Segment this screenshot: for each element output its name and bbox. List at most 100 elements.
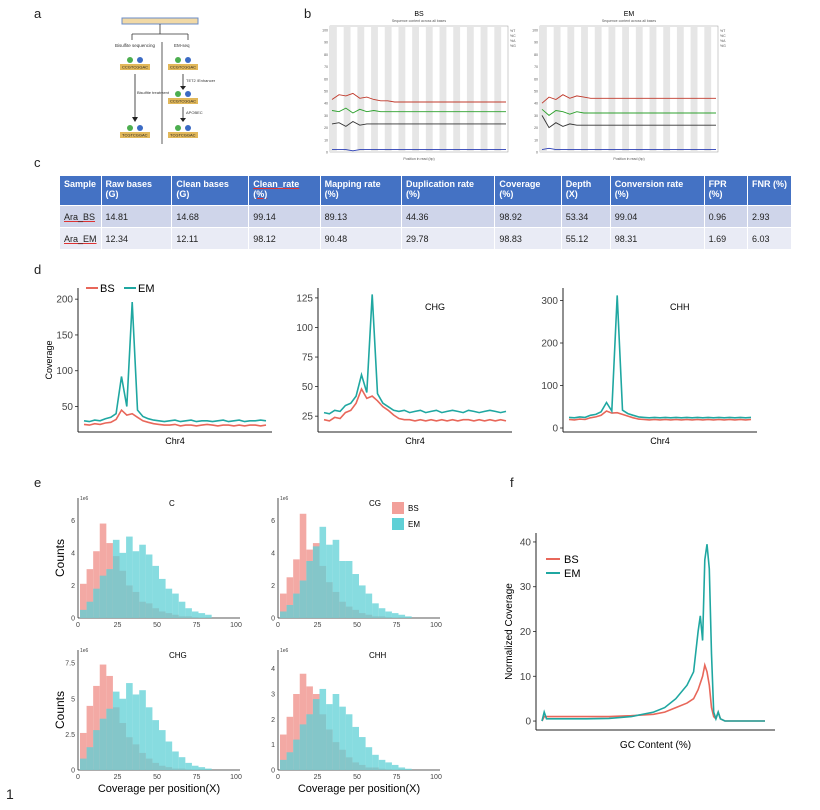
series-line-BS: [568, 410, 752, 421]
x-tick-label: 100: [230, 774, 242, 781]
y-tick-label: 10: [520, 672, 532, 683]
table-header-cell: Coverage (%): [494, 176, 562, 206]
legend-label: BS: [100, 283, 115, 295]
hist-bar-EM: [198, 767, 206, 770]
table-cell: 98.83: [494, 227, 562, 249]
y-tick-label: 2.5: [65, 732, 75, 739]
series-line-black: [331, 120, 506, 127]
y-tick-label: 7.5: [65, 661, 75, 668]
y-tick-label: 30: [534, 114, 538, 118]
hist-bar-EM: [299, 724, 307, 770]
series-line-BS: [83, 408, 267, 427]
table-header-cell: Depth (X): [561, 176, 611, 206]
y-tick-label: 50: [324, 90, 328, 94]
y-tick-label: 10: [324, 138, 328, 142]
hist-bar-BS: [280, 593, 287, 618]
emseq-label: EM-seq: [174, 43, 190, 48]
legend-entry: %C: [510, 34, 516, 38]
x-tick-label: 0: [76, 622, 80, 629]
hist-bar-EM: [312, 699, 320, 770]
x-axis-label: GC Content (%): [620, 740, 691, 751]
legend-entry: %G: [510, 44, 516, 48]
panel-label-d: d: [34, 262, 42, 277]
series-line-red: [541, 94, 716, 104]
hist-bar-EM: [398, 614, 406, 618]
series-line-blue: [541, 147, 716, 151]
y-tick-label: 200: [541, 339, 558, 350]
y-tick-label: 50: [62, 402, 74, 413]
series-line-red: [331, 92, 506, 103]
svg-text:CCGTCGGAC: CCGTCGGAC: [122, 65, 148, 70]
grid-band: [567, 26, 575, 152]
chart-title: BS: [414, 11, 424, 18]
y-tick-label: 2: [271, 583, 275, 590]
hist-bar-BS: [299, 673, 307, 770]
grid-band: [466, 26, 474, 152]
hist-bar-EM: [178, 757, 186, 770]
hist-bar-EM: [145, 707, 153, 770]
table-body: Ara_BS 14.81 14.68 99.14 89.13 44.36 98.92 53.3…: [60, 205, 793, 249]
grid-band: [398, 26, 406, 152]
hist-bar-EM: [93, 730, 100, 770]
hist-bar-EM: [306, 714, 313, 770]
legend-label: EM: [564, 568, 581, 580]
hist-bar-EM: [339, 561, 346, 618]
table-header-cell: Clean bases (G): [171, 176, 250, 206]
hist-bar-EM: [312, 546, 320, 618]
hist-bar-BS: [93, 551, 100, 618]
apobec-step-label: APOBEC: [186, 110, 203, 115]
hist-bar-EM: [378, 608, 386, 618]
chart-title: CG: [369, 499, 381, 508]
exponent-label: 1e6: [280, 648, 289, 654]
svg-text:TCGTCGGAC: TCGTCGGAC: [170, 133, 196, 138]
grid-band: [330, 26, 337, 152]
y-tick-label: 6: [71, 518, 75, 525]
methods-diagram: Bisulfite sequencing EM-seq CCGTCGGAC Bi…: [115, 17, 216, 144]
hist-bar-EM: [339, 706, 346, 770]
hist-bar-EM: [178, 601, 186, 618]
panel-label-f: f: [510, 475, 514, 490]
y-tick-label: 125: [296, 293, 313, 304]
hist-bar-EM: [185, 608, 192, 618]
hist-bar-EM: [198, 613, 206, 618]
x-axis-label: Chr4: [165, 436, 185, 446]
hist-bar-EM: [112, 691, 120, 770]
hist-bar-EM: [293, 739, 300, 770]
hist-bar-BS: [99, 523, 107, 618]
hist-bar-EM: [332, 539, 340, 618]
bisulfite-step-label: Bisulfite treatment: [137, 90, 170, 95]
table-cell: 98.92: [494, 205, 562, 228]
hist-bar-EM: [365, 593, 373, 618]
hist-bar-BS: [86, 705, 94, 770]
hist-bar-EM: [126, 683, 133, 770]
hist-bar-EM: [139, 690, 146, 770]
hist-bar-EM: [106, 569, 113, 618]
legend-entry: %T: [720, 29, 726, 33]
y-tick-label: 40: [534, 102, 538, 106]
hist-bar-BS: [280, 734, 287, 770]
panel-label-a: a: [34, 6, 42, 21]
svg-text:CCGTCGGAC: CCGTCGGAC: [170, 99, 196, 104]
x-tick-label: 75: [193, 622, 201, 629]
table-cell: 53.34: [561, 205, 611, 228]
table-cell: 12.34: [101, 227, 173, 249]
y-tick-label: 5: [71, 696, 75, 703]
series-line-green: [541, 108, 716, 116]
footnote: 1: [6, 786, 14, 802]
grid-band: [425, 26, 433, 152]
chart-f-gc: Normalized Coverage 0 10 20 30 40 BS EM GC Conte…: [504, 533, 775, 751]
y-tick-label: 70: [534, 65, 538, 69]
y-tick-label: 20: [324, 126, 328, 130]
exponent-label: 1e6: [80, 496, 89, 502]
hist-bar-EM: [391, 764, 399, 770]
legend-swatch: [392, 518, 404, 530]
hist-bar-EM: [93, 588, 100, 618]
grid-band: [622, 26, 629, 152]
x-tick-label: 25: [114, 774, 122, 781]
hist-bar-EM: [205, 614, 212, 618]
table-header-cell: FNR (%): [747, 176, 793, 206]
table-cell: 14.68: [171, 205, 250, 228]
hist-bar-EM: [352, 574, 359, 618]
legend-swatch: [392, 502, 404, 514]
x-tick-label: 100: [430, 622, 442, 629]
